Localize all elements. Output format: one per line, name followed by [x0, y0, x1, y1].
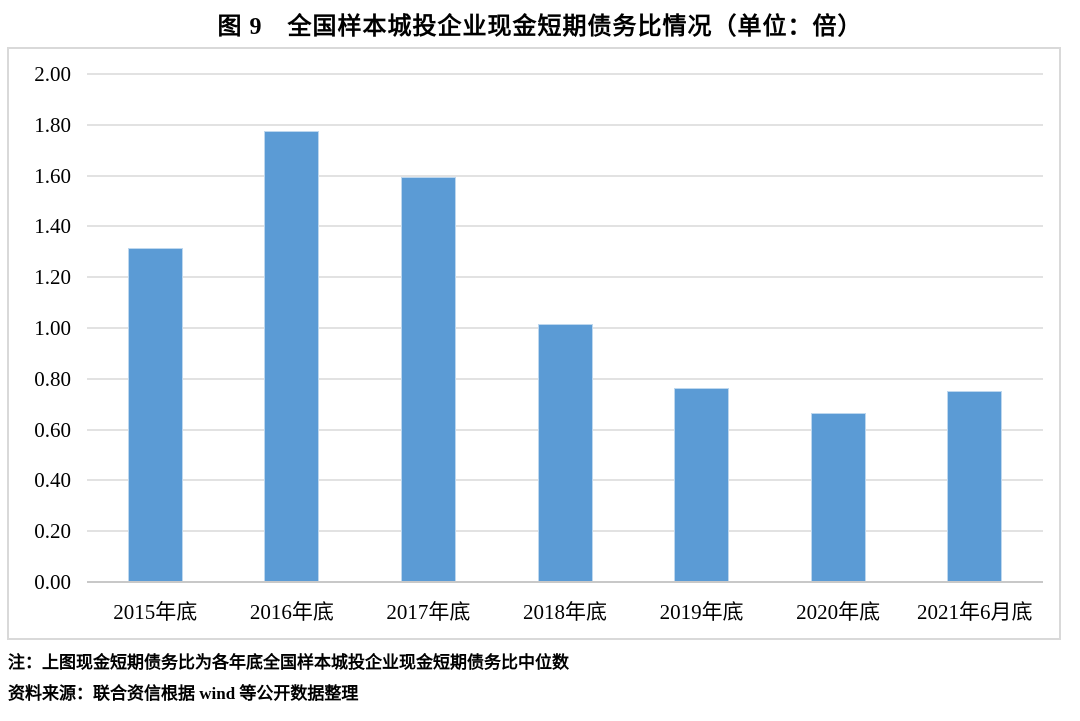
y-axis-tick-label: 0.80 — [34, 366, 71, 391]
chart-bar — [810, 413, 866, 581]
y-axis-tick-label: 1.20 — [34, 265, 71, 290]
chart-bar — [947, 390, 1003, 581]
x-axis-tick-label: 2017年底 — [386, 600, 471, 624]
y-axis-tick-label: 1.80 — [34, 112, 71, 137]
x-axis-tick-label: 2018年底 — [522, 600, 607, 624]
note-source: 资料来源：联合资信根据 wind 等公开数据整理 — [8, 684, 359, 703]
y-axis-tick-label: 1.60 — [34, 163, 71, 188]
y-axis-tick-label: 1.00 — [34, 316, 71, 340]
y-axis-tick-label: 0.40 — [34, 468, 71, 493]
gridline — [87, 174, 1043, 177]
chart-bar — [264, 131, 320, 581]
x-axis-tick-label: 2020年底 — [796, 600, 881, 624]
x-axis-tick-label: 2016年底 — [249, 600, 334, 624]
chart-notes: 注：上图现金短期债务比为各年底全国样本城投企业现金短期债务比中位数 资料来源：联… — [8, 652, 1068, 714]
x-axis-tick-label: 2021年6月底 — [916, 600, 1033, 624]
gridline — [87, 225, 1043, 228]
y-axis-tick-label: 0.20 — [34, 519, 71, 544]
gridline — [87, 73, 1043, 75]
y-axis-tick-label: 0.60 — [34, 417, 71, 442]
x-axis-tick-label: 2015年底 — [113, 600, 198, 624]
note-definition: 注：上图现金短期债务比为各年底全国样本城投企业现金短期债务比中位数 — [8, 653, 569, 672]
chart-bar — [127, 248, 183, 581]
y-axis-tick-label: 2.00 — [34, 62, 71, 86]
chart-frame: 0.00 0.20 0.40 0.60 0.80 1.00 1.20 1.40 1.60 1.80… — [7, 47, 1061, 640]
gridline — [87, 276, 1043, 279]
x-axis-tick-label: 2019年底 — [659, 600, 744, 624]
chart-bar — [674, 387, 730, 581]
chart-bar — [400, 177, 456, 581]
y-axis-tick-label: 0.00 — [34, 570, 71, 594]
chart-title: 图 9 全国样本城投企业现金短期债务比情况（单位：倍） — [217, 14, 863, 40]
plot-area — [87, 73, 1043, 583]
y-axis-tick-label: 1.40 — [34, 214, 71, 239]
gridline — [87, 123, 1043, 126]
chart-bar — [537, 324, 593, 581]
x-axis-line — [87, 581, 1043, 583]
